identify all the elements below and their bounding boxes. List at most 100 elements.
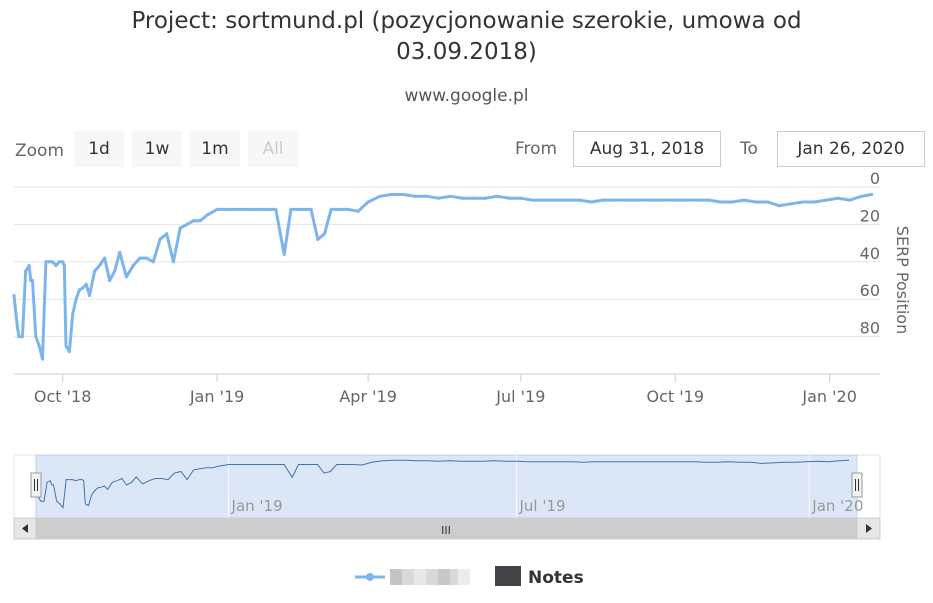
series-point[interactable]	[812, 200, 817, 204]
series-point[interactable]	[238, 207, 243, 212]
series-point[interactable]	[144, 256, 149, 260]
series-point[interactable]	[683, 198, 687, 202]
series-point[interactable]	[250, 207, 254, 212]
series-point[interactable]	[51, 260, 55, 264]
series-point[interactable]	[171, 260, 176, 264]
zoom-all-button[interactable]: All	[248, 131, 298, 167]
series-point[interactable]	[74, 297, 78, 301]
series-point[interactable]	[437, 196, 441, 200]
series-point[interactable]	[507, 196, 511, 200]
series-point[interactable]	[695, 198, 699, 202]
series-point[interactable]	[302, 207, 306, 212]
series-point[interactable]	[54, 263, 58, 268]
series-point[interactable]	[754, 200, 758, 204]
series-point[interactable]	[636, 198, 640, 202]
series-point[interactable]	[124, 275, 129, 279]
scrollbar[interactable]: III	[13, 517, 881, 540]
series-point[interactable]	[205, 213, 209, 217]
series-point[interactable]	[296, 207, 300, 212]
series-point[interactable]	[707, 198, 711, 202]
series-point[interactable]	[765, 200, 770, 204]
series-point[interactable]	[57, 260, 61, 264]
series-point[interactable]	[742, 198, 746, 202]
series-point[interactable]	[113, 269, 117, 273]
series-point[interactable]	[448, 194, 452, 198]
navigator-right-handle[interactable]	[851, 472, 863, 498]
series-point[interactable]	[660, 198, 664, 202]
series-point[interactable]	[848, 198, 852, 202]
series-point[interactable]	[413, 194, 417, 198]
series-point[interactable]	[789, 202, 793, 206]
series-point[interactable]	[322, 232, 327, 236]
navigator[interactable]: Jan '19 Jul '19 Jan '20	[13, 454, 881, 519]
series-point[interactable]	[198, 219, 202, 223]
series-point[interactable]	[262, 207, 266, 212]
series-point[interactable]	[289, 207, 293, 212]
series-point[interactable]	[346, 207, 350, 212]
series-point[interactable]	[138, 256, 142, 260]
series-point[interactable]	[47, 260, 51, 264]
series-point[interactable]	[460, 196, 464, 200]
series-point[interactable]	[108, 278, 112, 283]
series-point[interactable]	[859, 194, 864, 198]
series-point[interactable]	[81, 286, 85, 290]
series-point[interactable]	[44, 260, 48, 264]
series-point[interactable]	[425, 194, 429, 198]
series-point[interactable]	[215, 207, 219, 212]
navigator-left-handle[interactable]	[30, 472, 42, 498]
series-point[interactable]	[34, 335, 38, 339]
series-point[interactable]	[92, 269, 97, 273]
series-point[interactable]	[730, 200, 734, 204]
series-point[interactable]	[601, 198, 605, 202]
series-point[interactable]	[12, 293, 16, 298]
series-point[interactable]	[542, 198, 546, 202]
series-point[interactable]	[267, 207, 271, 212]
series-point[interactable]	[613, 198, 617, 202]
series-point[interactable]	[624, 198, 629, 202]
series-point[interactable]	[566, 198, 570, 202]
series-point[interactable]	[824, 198, 828, 202]
series-point[interactable]	[37, 344, 41, 348]
series-point[interactable]	[165, 232, 169, 236]
series-point[interactable]	[118, 250, 122, 255]
series-point[interactable]	[103, 256, 107, 260]
series-line[interactable]	[12, 193, 874, 361]
series-point[interactable]	[309, 207, 313, 212]
series-point[interactable]	[495, 194, 499, 198]
series-point[interactable]	[801, 200, 805, 204]
series-point[interactable]	[15, 325, 19, 329]
series-point[interactable]	[329, 207, 333, 212]
series-point[interactable]	[178, 226, 182, 230]
series-point[interactable]	[648, 198, 652, 202]
series-point[interactable]	[61, 260, 65, 264]
series-point[interactable]	[84, 282, 88, 286]
series-point[interactable]	[64, 344, 68, 348]
series-point[interactable]	[274, 207, 278, 212]
series-point[interactable]	[836, 196, 840, 200]
series-point[interactable]	[30, 278, 35, 283]
series-point[interactable]	[366, 200, 370, 204]
series-point[interactable]	[158, 237, 162, 241]
zoom-1d-button[interactable]: 1d	[74, 131, 124, 167]
series-point[interactable]	[40, 357, 45, 361]
series-point[interactable]	[554, 198, 558, 202]
navigator-selection[interactable]	[35, 454, 858, 519]
series-point[interactable]	[151, 260, 155, 264]
series-point[interactable]	[17, 335, 21, 339]
series-point[interactable]	[27, 263, 31, 268]
series-point[interactable]	[77, 288, 82, 292]
zoom-1m-button[interactable]: 1m	[190, 131, 240, 167]
series-point[interactable]	[484, 196, 488, 200]
series-point[interactable]	[870, 192, 874, 197]
series-point[interactable]	[282, 252, 286, 256]
series-point[interactable]	[131, 263, 135, 268]
series-point[interactable]	[472, 196, 476, 200]
series-point[interactable]	[671, 198, 676, 202]
series-point[interactable]	[378, 194, 382, 198]
series-point[interactable]	[87, 293, 92, 298]
series-point[interactable]	[67, 349, 71, 354]
series-point[interactable]	[777, 204, 781, 208]
series-point[interactable]	[356, 209, 360, 213]
series-point[interactable]	[191, 219, 196, 223]
series-point[interactable]	[401, 192, 405, 197]
